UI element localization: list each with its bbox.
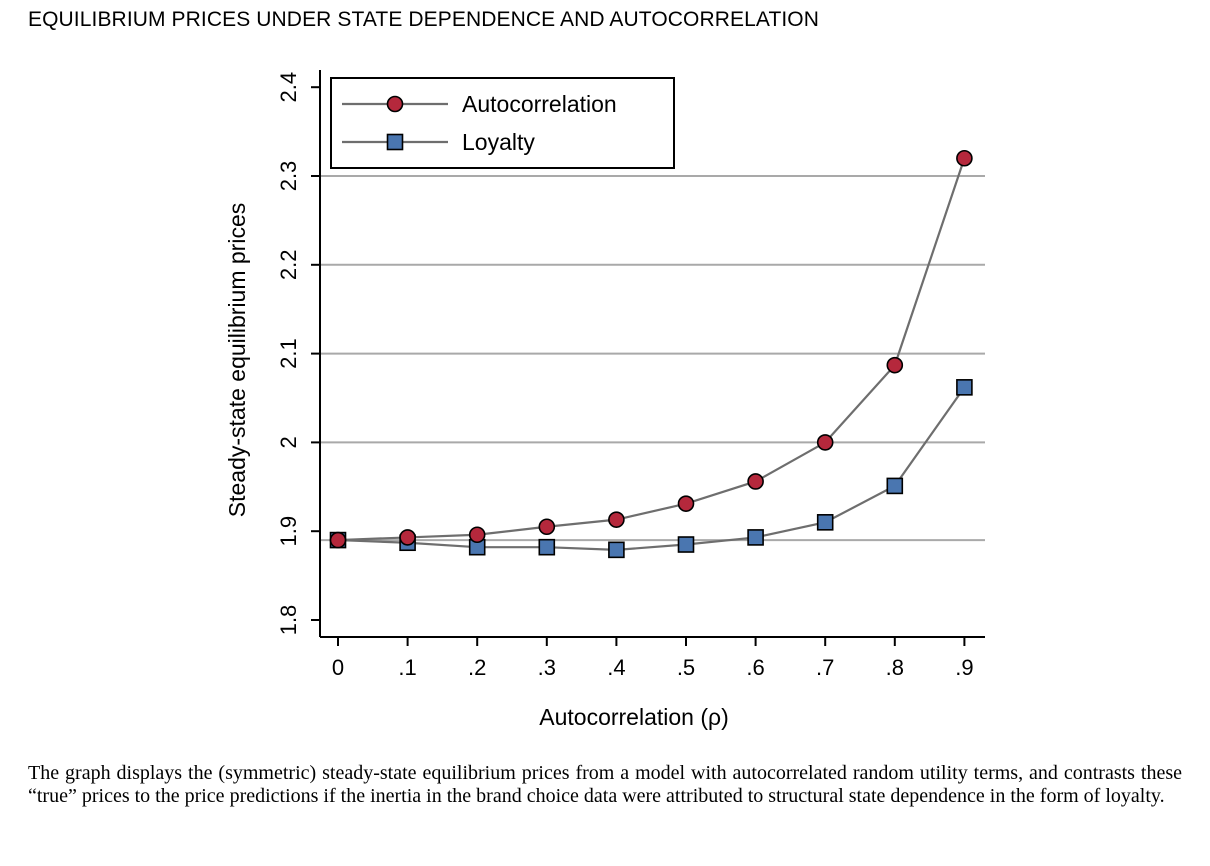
x-tick-label: .3 [538,655,556,680]
data-point-autocorrelation [329,531,347,549]
x-axis: 0 .1 .2 .3 .4 .5 .6 .7 .8 .9 [320,636,985,680]
series-line-loyalty [337,386,966,551]
data-point-loyalty [886,477,904,495]
x-tick-label: .9 [955,655,973,680]
x-tick-label: .8 [886,655,904,680]
data-point-autocorrelation [468,526,486,544]
data-point-autocorrelation [956,149,973,167]
data-point-autocorrelation [399,529,416,546]
gridlines [320,175,985,542]
y-tick-label: 2 [276,436,301,448]
series-markers [329,149,973,559]
data-point-loyalty [677,536,695,553]
legend-label: Loyalty [462,129,535,155]
legend-label: Autocorrelation [462,91,617,117]
x-tick-label: .2 [468,655,486,680]
x-tick-label: .7 [816,655,834,680]
y-tick-label: 2.3 [276,161,301,192]
legend: Autocorrelation Loyalty [330,77,675,169]
y-axis-title: Steady-state equilibrium prices [224,203,250,517]
y-tick-label: 1.9 [276,516,301,547]
series-line-autocorrelation [337,157,966,542]
x-tick-label: .4 [607,655,625,680]
data-point-loyalty [747,529,764,546]
line-chart: 1.81.922.12.22.32.4 0.1.2.3.4.5.6.7.8.9 … [224,70,985,730]
data-point-loyalty [816,514,834,531]
x-axis-title: Autocorrelation (ρ) [539,704,729,730]
data-point-loyalty [956,379,973,396]
legend-marker-circle [386,95,404,113]
data-point-autocorrelation [886,356,904,374]
legend-box [330,77,675,169]
x-tick-label: .6 [746,655,764,680]
data-point-autocorrelation [747,473,764,490]
y-tick-label: 1.8 [276,605,301,636]
x-tick-label: .1 [398,655,416,680]
data-point-autocorrelation [608,511,625,528]
y-tick-label: 2.2 [276,250,301,281]
data-point-loyalty [538,538,556,556]
figure-caption: The graph displays the (symmetric) stead… [28,762,1182,807]
figure-title: EQUILIBRIUM PRICES UNDER STATE DEPENDENC… [28,8,820,31]
series-lines [337,157,966,551]
y-tick-label: 2.4 [276,72,301,103]
legend-marker-square [386,133,404,151]
data-point-autocorrelation [816,434,834,451]
data-point-autocorrelation [677,495,695,512]
x-tick-label: .5 [677,655,695,680]
data-point-autocorrelation [538,518,556,536]
x-tick-label: 0 [332,655,344,680]
y-tick-label: 2.1 [276,338,301,369]
y-axis: 1.8 1.9 2 2.1 2.2 2.3 2.4 [276,70,321,637]
data-point-loyalty [608,541,625,559]
